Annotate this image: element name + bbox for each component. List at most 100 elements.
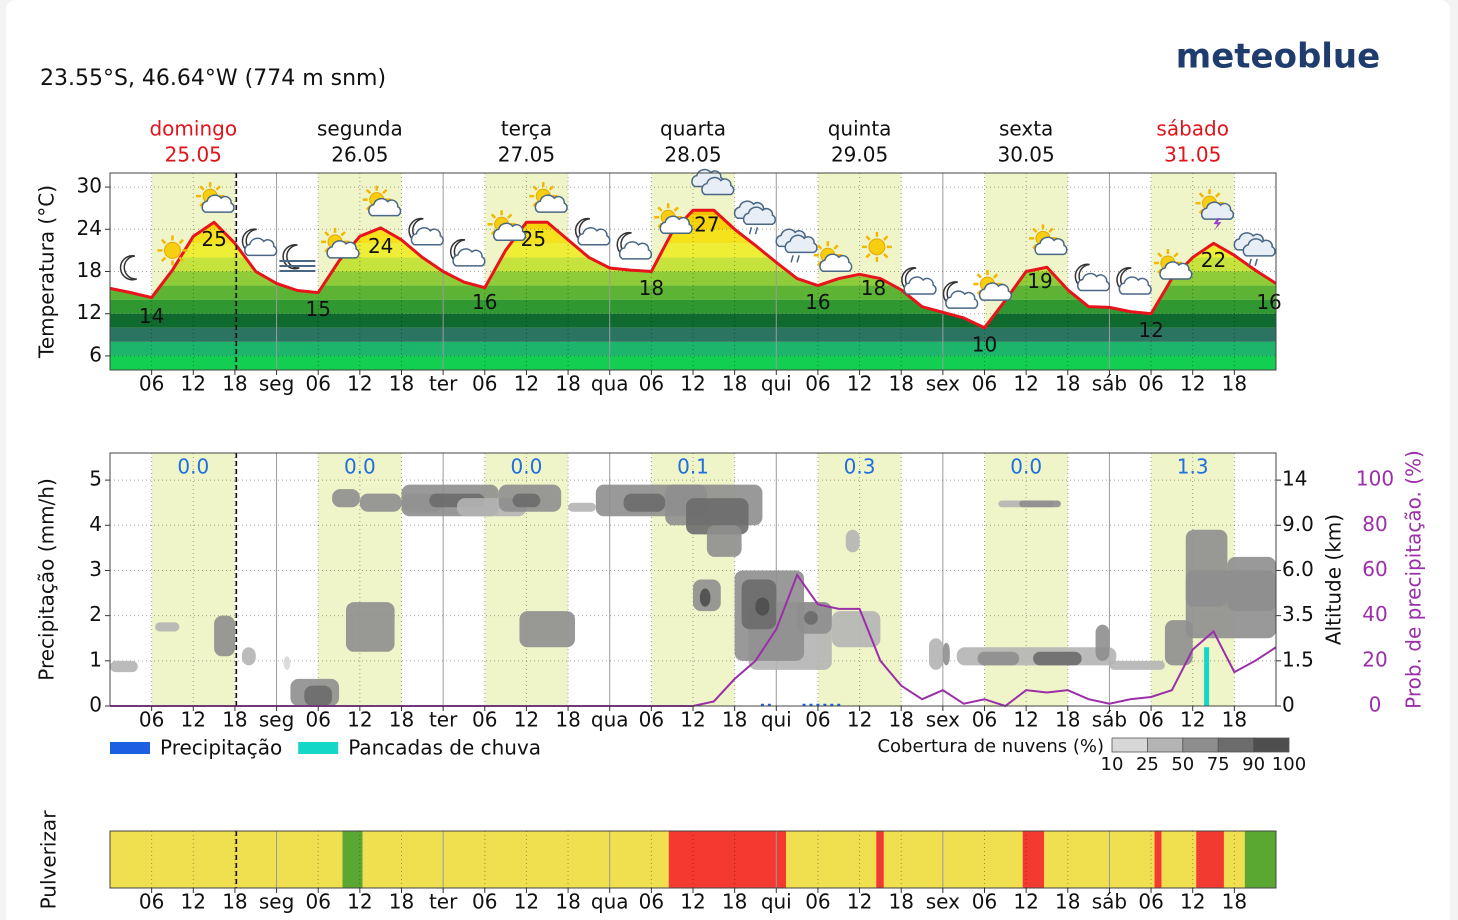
x-tick-label: 18 xyxy=(1222,708,1247,732)
weather-icon xyxy=(529,182,568,213)
precip-bar xyxy=(802,703,806,706)
sun-ray xyxy=(548,185,555,191)
legend-swatch xyxy=(298,742,339,754)
cloud xyxy=(1242,238,1276,257)
cloud-legend-swatch xyxy=(1217,737,1254,753)
x-tick-label: 06 xyxy=(639,708,664,732)
axis-title: Precipitação (mm/h) xyxy=(35,478,59,681)
cloud-patch xyxy=(623,493,666,512)
sun-ray xyxy=(1198,192,1205,198)
weather-icon xyxy=(973,270,1012,301)
x-tick-label: 12 xyxy=(181,708,206,732)
x-tick-label: sáb xyxy=(1092,890,1127,914)
moon xyxy=(282,243,300,270)
temperature-line xyxy=(109,208,1277,330)
x-tick-label: 12 xyxy=(347,708,372,732)
x-tick-label: 18 xyxy=(222,708,247,732)
cloud xyxy=(493,222,527,242)
weather-icon xyxy=(119,255,138,281)
x-tick-label: 12 xyxy=(514,708,539,732)
x-tick-label: 12 xyxy=(514,890,539,914)
cloud-patch xyxy=(304,685,333,706)
sun-ray xyxy=(324,231,330,237)
x-tick-label: 12 xyxy=(181,372,206,396)
x-tick-label: 06 xyxy=(805,890,830,914)
y-tick-label: 0 xyxy=(89,693,102,717)
x-tick-label: seg xyxy=(259,372,294,396)
sun-ray xyxy=(160,238,167,245)
day-date: 28.05 xyxy=(664,143,721,167)
cloud-patch xyxy=(699,588,711,607)
x-tick-label: 06 xyxy=(972,890,997,914)
daily-total: 0.0 xyxy=(344,455,376,479)
legend-label: Pancadas de chuva xyxy=(348,736,541,760)
x-tick-label: qui xyxy=(761,890,792,914)
spray-segment xyxy=(668,831,787,888)
day-date: 27.05 xyxy=(498,143,555,167)
cloud-patch xyxy=(241,647,256,666)
cloud-patch xyxy=(942,642,950,666)
x-tick-label: qua xyxy=(591,890,629,914)
weather-icon xyxy=(1116,267,1152,295)
x-tick-label: 06 xyxy=(139,890,164,914)
precip-bar xyxy=(816,703,820,706)
x-tick-label: 18 xyxy=(389,372,414,396)
x-tick-label: 18 xyxy=(389,890,414,914)
weather-icon xyxy=(449,238,486,267)
cloud-legend-swatch xyxy=(1182,737,1219,753)
x-tick-label: 12 xyxy=(1180,890,1205,914)
sun-ray xyxy=(883,253,889,259)
cloud xyxy=(1034,236,1068,256)
y-tick-label: 2 xyxy=(89,602,102,626)
cloud-legend-tick: 10 xyxy=(1101,754,1124,775)
sun-ray xyxy=(673,206,679,212)
sun xyxy=(163,241,181,259)
x-tick-label: 06 xyxy=(305,372,330,396)
cloud-patch xyxy=(332,489,360,508)
sun-ray xyxy=(657,206,663,212)
cloud-patch xyxy=(155,622,180,632)
cloud-legend-swatch xyxy=(1147,737,1184,753)
x-tick-label: 18 xyxy=(722,890,747,914)
cloud xyxy=(1159,261,1193,280)
weather-icon xyxy=(279,243,316,272)
lightning xyxy=(1213,218,1222,231)
temperature-band xyxy=(110,327,1276,342)
precip-bar xyxy=(837,703,841,706)
x-tick-label: 12 xyxy=(1013,372,1038,396)
x-tick-label: 18 xyxy=(888,890,913,914)
cloud xyxy=(244,237,278,257)
x-tick-label: 12 xyxy=(1180,372,1205,396)
y-tick-label: 6 xyxy=(89,342,102,366)
weather-icon xyxy=(321,227,360,259)
x-tick-label: sex xyxy=(926,890,960,914)
sun-ray xyxy=(160,256,167,262)
x-tick-label: sáb xyxy=(1092,372,1127,396)
cloud-patch xyxy=(1019,500,1061,508)
temperature-label: 19 xyxy=(1027,269,1052,293)
x-tick-label: 18 xyxy=(1055,708,1080,732)
x-tick-label: 18 xyxy=(722,372,747,396)
sun-ray xyxy=(833,244,839,250)
day-name: terça xyxy=(501,117,552,141)
x-tick-label: sáb xyxy=(1092,708,1127,732)
rain xyxy=(1248,258,1252,267)
weather-icon xyxy=(362,185,402,217)
weather-icon xyxy=(1153,248,1193,280)
x-tick-label: 18 xyxy=(1055,372,1080,396)
rain xyxy=(796,255,800,263)
temperature-label: 27 xyxy=(694,213,719,237)
precip-bar xyxy=(1204,647,1210,706)
cloud-patch xyxy=(359,493,402,512)
sun-ray xyxy=(382,188,388,195)
sun xyxy=(868,238,886,256)
precip-bar xyxy=(809,703,813,706)
x-tick-label: sex xyxy=(926,372,960,396)
cloud-patch xyxy=(1095,624,1110,661)
x-tick-label: 06 xyxy=(139,708,164,732)
daylight xyxy=(318,453,402,706)
temperature-label: 22 xyxy=(1201,248,1226,272)
spray-segment xyxy=(1244,831,1276,888)
precip-bar xyxy=(760,703,764,706)
temperature-band xyxy=(110,355,1276,370)
